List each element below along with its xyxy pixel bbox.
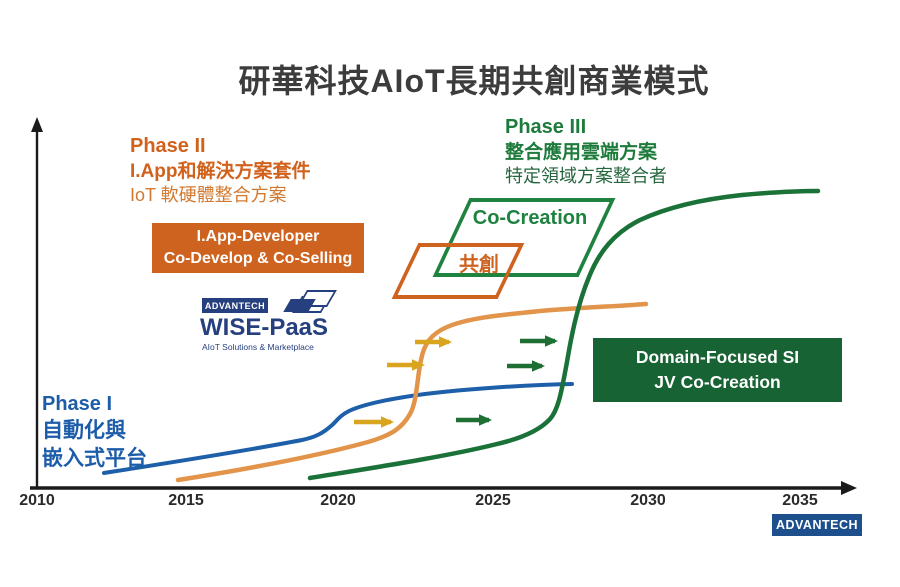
phase3-line1: 整合應用雲端方案 [505,142,658,164]
co-creation-label-zh: 共創 [459,254,499,276]
iapp-box-line2: Co-Develop & Co-Selling [163,250,353,267]
wise-paas-wordmark: WISE-PaaS [200,314,329,341]
x-tick-2025: 2025 [475,492,511,509]
x-tick-2020: 2020 [320,492,356,509]
si-box-line1: Domain-Focused SI [635,346,800,367]
iapp-developer-box: I.App-Developer Co-Develop & Co-Selling [152,223,364,273]
phase1-name: Phase I [42,393,113,415]
x-axis-arrowhead-icon [841,481,857,495]
page-title: 研華科技AIoT長期共創商業模式 [238,63,710,99]
y-axis-arrowhead-icon [31,117,43,132]
phase3-name: Phase III [505,116,587,138]
phase2-line1: I.App和解決方案套件 [130,161,311,183]
si-box-line2: JV Co-Creation [654,372,781,392]
x-tick-2015: 2015 [168,492,204,509]
x-tick-2030: 2030 [630,492,666,509]
advantech-footer-logo: ADVANTECH [772,514,862,536]
x-tick-2035: 2035 [782,492,818,509]
x-tick-2010: 2010 [19,492,55,509]
co-creation-label-en: Co-Creation [472,207,588,229]
phase2-label-block: Phase II I.App和解決方案套件 IoT 軟硬體整合方案 [130,133,311,208]
phase2-line2: IoT 軟硬體整合方案 [130,185,287,206]
iapp-box-line1: I.App-Developer [196,228,320,246]
phase2-name: Phase II [130,135,206,157]
phase3-label-block: Phase III 整合應用雲端方案 特定領域方案整合者 [505,114,667,189]
phase1-label-block: Phase I 自動化與 嵌入式平台 [42,391,147,473]
domain-focused-si-box: Domain-Focused SI JV Co-Creation [593,338,842,402]
phase3-line2: 特定領域方案整合者 [505,166,667,187]
phase1-line1: 自動化與 [42,419,126,443]
phase1-line2: 嵌入式平台 [42,447,147,471]
phase3-curve [307,188,821,481]
phase1-curve [102,382,574,475]
wise-paas-tagline: AIoT Solutions & Marketplace [202,342,314,352]
advantech-badge: ADVANTECH [202,298,268,313]
